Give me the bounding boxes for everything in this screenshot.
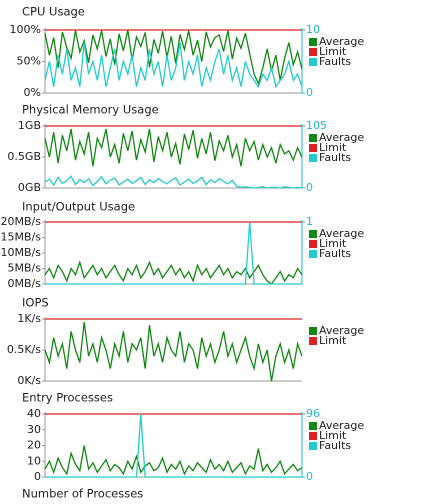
y-tick-label: 15MB/s [1,231,42,244]
series-line [44,445,303,476]
legend-label: Limit [319,141,347,154]
legend-label: Average [319,35,364,48]
chart-title: IOPS [22,296,49,310]
series-line [44,260,303,285]
legend-label: Faults [319,55,351,68]
series-line [44,42,303,89]
y-tick-label: 1K/s [17,312,41,325]
y-tick-label: 0MB/s [8,277,42,290]
legend-label: Faults [319,247,351,260]
y-tick-label: 0 [34,470,41,483]
legend-swatch [309,422,317,430]
legend-label: Average [319,131,364,144]
series-line [45,221,302,285]
legend-label: Faults [319,439,351,452]
legend-swatch [309,48,317,56]
series-line [45,413,302,478]
legend-swatch [309,38,317,46]
y2-tick-label: 0 [306,470,313,483]
y2-tick-label: 105 [306,119,327,132]
legend-swatch [309,154,317,162]
legend-label: Limit [319,429,347,442]
y-tick-label: 0K/s [17,374,41,387]
y-tick-label: 10MB/s [1,246,42,259]
y-tick-label: 100% [10,23,41,36]
legend-swatch [309,337,317,345]
legend-swatch [309,134,317,142]
y2-tick-label: 0 [306,86,313,99]
y-tick-label: 20 [27,439,41,452]
legend-label: Faults [319,151,351,164]
series-line [44,175,303,189]
chart-title: Input/Output Usage [22,200,135,214]
y-tick-label: 0GB [18,181,41,194]
legend-label: Limit [319,45,347,58]
y2-tick-label: 1 [306,215,313,228]
legend-swatch [309,432,317,440]
y-tick-label: 30 [27,423,41,436]
y-tick-label: 0.5GB [7,150,41,163]
y2-tick-label: 0 [306,181,313,194]
legend-label: Limit [319,334,347,347]
y2-tick-label: 10 [306,23,320,36]
legend-swatch [309,240,317,248]
legend-swatch [309,250,317,258]
section-title: Number of Processes [22,487,143,501]
legend-swatch [309,230,317,238]
y-tick-label: 50% [17,55,41,68]
series-line [44,128,303,167]
y-tick-label: 20MB/s [1,215,42,228]
y-tick-label: 5MB/s [8,262,42,275]
legend-swatch [309,58,317,66]
legend-label: Average [319,227,364,240]
series-line [44,322,303,382]
y-tick-label: 0% [24,86,41,99]
y-tick-label: 40 [27,407,41,420]
legend-label: Limit [319,237,347,250]
legend-swatch [309,144,317,152]
legend-label: Average [319,324,364,337]
legend-label: Average [319,419,364,432]
y2-tick-label: 96 [306,407,320,420]
y-tick-label: 0.5K/s [7,343,41,356]
y-tick-label: 10 [27,454,41,467]
series-line [44,29,303,86]
chart-title: CPU Usage [22,5,85,19]
legend-swatch [309,327,317,335]
y-tick-label: 1GB [18,119,41,132]
chart-title: Physical Memory Usage [22,103,159,117]
chart-title: Entry Processes [22,391,113,405]
legend-swatch [309,442,317,450]
